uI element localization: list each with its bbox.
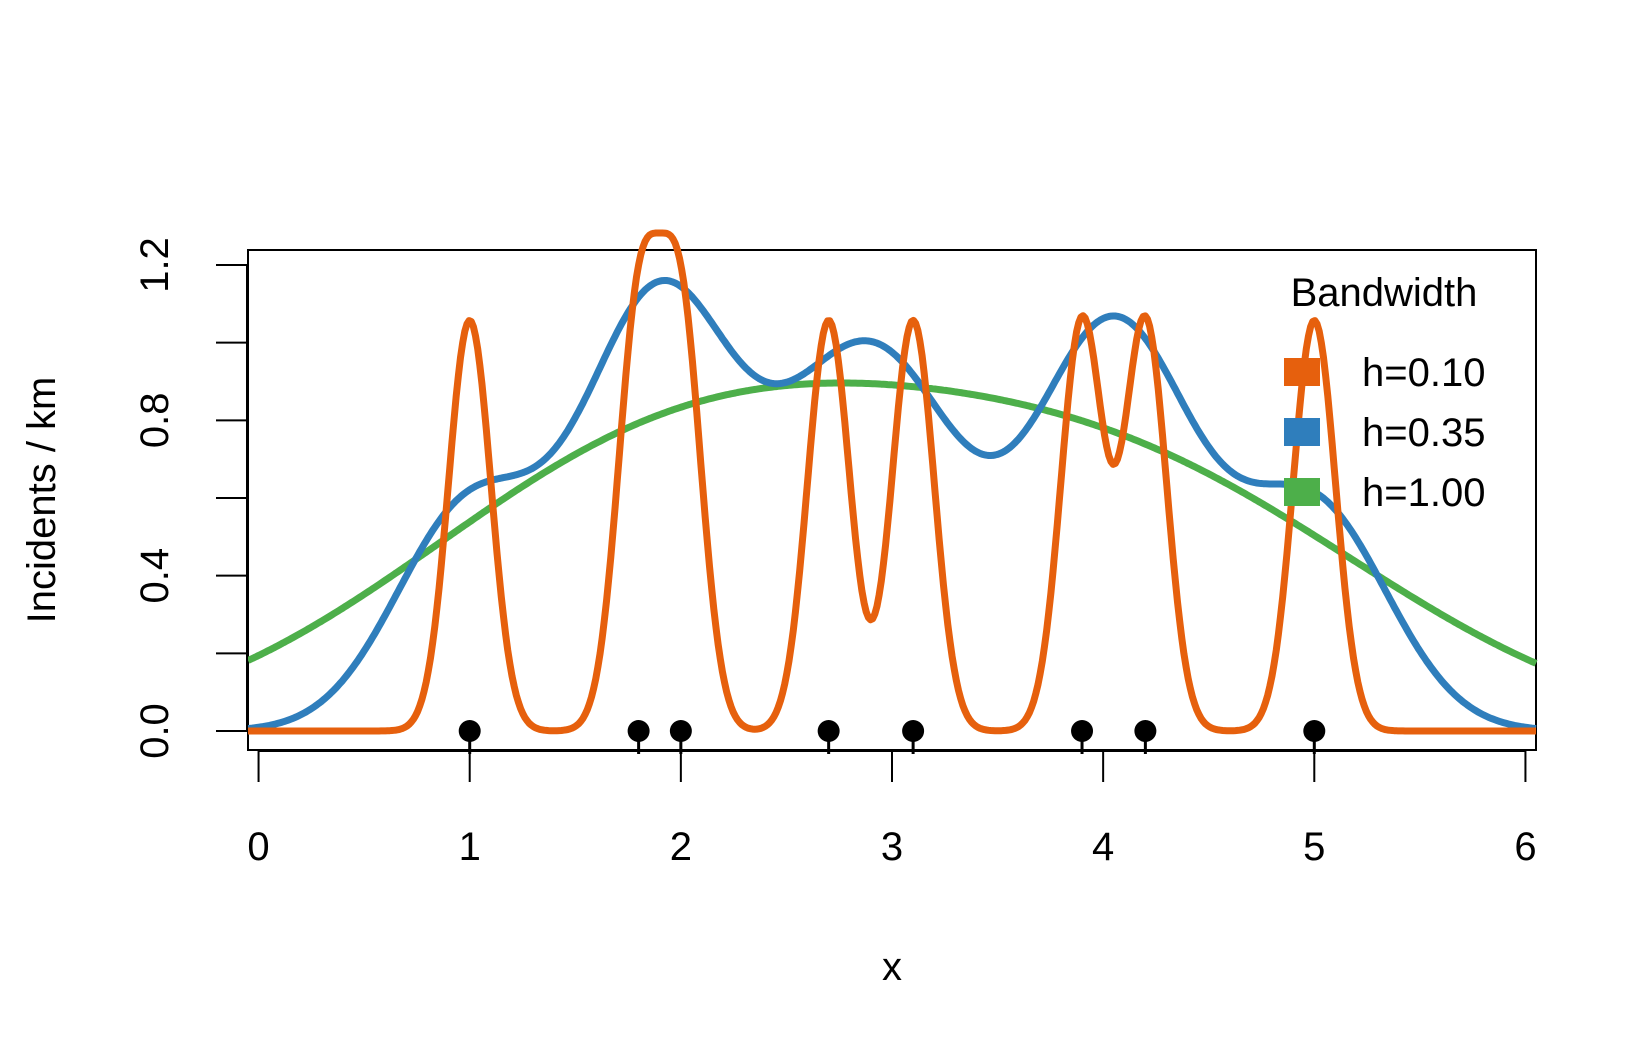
x-tick-label: 3 <box>881 825 903 869</box>
event-point <box>1303 720 1326 742</box>
series-line-h-0-35 <box>246 277 1538 732</box>
series-line-h-1-00 <box>246 379 1538 667</box>
event-points <box>458 720 1326 754</box>
event-point <box>1071 720 1094 742</box>
y-tick-label: 1.2 <box>133 237 177 293</box>
legend-label: h=0.35 <box>1362 411 1485 455</box>
x-tick-label: 4 <box>1092 825 1114 869</box>
x-tick-label: 0 <box>247 825 269 869</box>
event-point <box>458 720 481 742</box>
x-tick-label: 1 <box>459 825 481 869</box>
legend-title: Bandwidth <box>1291 271 1478 315</box>
legend: Bandwidth h=0.10 h=0.35 h=1.00 <box>1284 271 1485 515</box>
y-tick-label: 0.8 <box>133 393 177 449</box>
event-point <box>669 720 692 742</box>
event-point <box>627 720 650 742</box>
legend-label: h=1.00 <box>1362 471 1485 515</box>
x-axis: 0 1 2 3 4 5 6 <box>247 750 1537 869</box>
legend-swatch <box>1284 478 1320 506</box>
y-axis: 0.0 0.4 0.8 1.2 <box>133 237 248 759</box>
x-tick-label: 6 <box>1514 825 1536 869</box>
legend-swatch <box>1284 418 1320 446</box>
legend-label: h=0.10 <box>1362 351 1485 395</box>
y-tick-label: 0.0 <box>133 703 177 759</box>
y-axis-label: Incidents / km <box>20 377 64 624</box>
x-tick-label: 2 <box>670 825 692 869</box>
legend-swatch <box>1284 358 1320 386</box>
event-point <box>902 720 925 742</box>
x-axis-label: x <box>882 945 902 989</box>
x-tick-label: 5 <box>1303 825 1325 869</box>
series-line-h-0-10 <box>246 229 1538 735</box>
event-point <box>1134 720 1157 742</box>
y-tick-label: 0.4 <box>133 548 177 604</box>
event-point <box>817 720 840 742</box>
series-curves <box>246 229 1538 735</box>
